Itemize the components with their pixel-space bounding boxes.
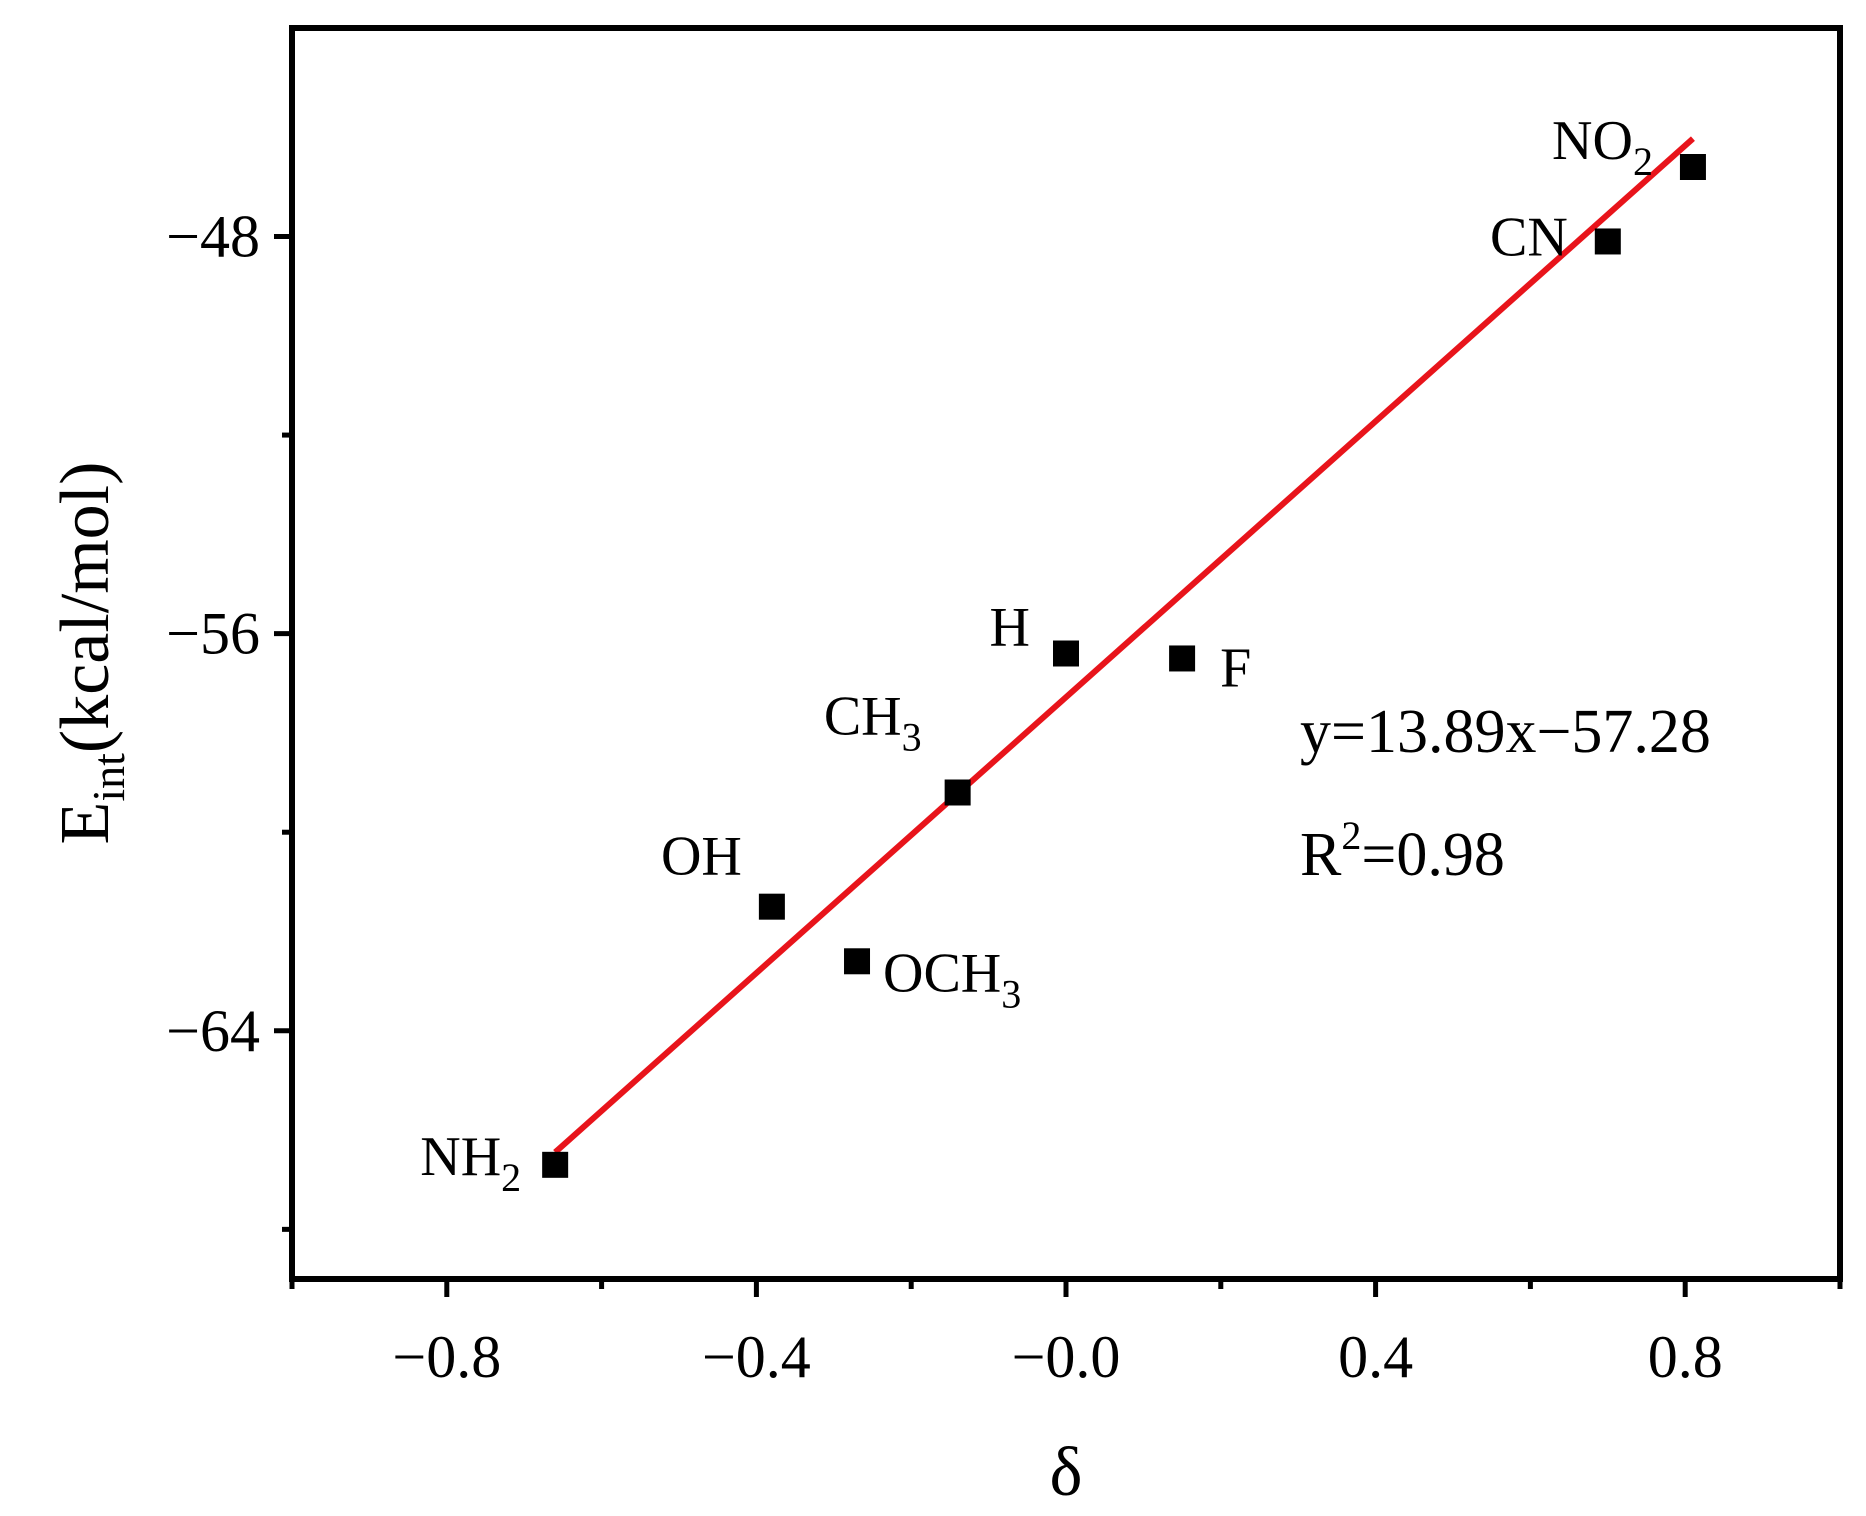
data-points	[542, 154, 1706, 1178]
point-label-main: OH	[661, 826, 742, 888]
point-label-sub: 3	[1001, 971, 1021, 1016]
point-label-main: CH	[824, 686, 902, 748]
point-label: NH2	[420, 1126, 521, 1200]
y-tick-label: −48	[166, 204, 260, 270]
point-label: OCH3	[883, 942, 1021, 1016]
point-label-sub: 3	[902, 715, 922, 760]
y-tick-label: −64	[166, 998, 260, 1064]
r-squared-main: R	[1300, 821, 1342, 889]
point-label-sub: 2	[501, 1155, 521, 1200]
point-label: CN	[1490, 206, 1568, 268]
data-point	[758, 893, 785, 920]
x-axis-title: δ	[1050, 1434, 1083, 1511]
fit-line	[553, 136, 1695, 1155]
data-point	[1169, 645, 1196, 672]
data-point	[1679, 154, 1706, 180]
point-label: H	[990, 597, 1030, 659]
point-label-sub: 2	[1633, 139, 1653, 184]
y-tick-label: −56	[166, 601, 260, 667]
point-label-main: H	[990, 597, 1030, 659]
point-label-main: NH	[420, 1126, 501, 1188]
x-tick-label: −0.4	[702, 1324, 811, 1390]
data-point	[1053, 640, 1079, 667]
point-label: F	[1220, 637, 1251, 699]
y-axis-title-rest: (kcal/mol)	[47, 462, 124, 754]
data-point	[944, 779, 971, 806]
x-tick-label: −0.0	[1012, 1324, 1121, 1390]
y-axis-title: Eint(kcal/mol)	[47, 462, 134, 845]
point-label-main: F	[1220, 637, 1251, 699]
x-tick-label: 0.8	[1648, 1324, 1723, 1390]
point-label: OH	[661, 826, 742, 888]
r-squared-rest: =0.98	[1361, 821, 1504, 889]
point-label-main: NO	[1552, 110, 1633, 172]
x-tick-label: −0.8	[392, 1324, 501, 1390]
axis-ticks: −0.8 −0.4 −0.0 0.4 0.8 −48 −56 −64	[166, 204, 1843, 1390]
point-label: NO2	[1552, 110, 1653, 184]
fit-r-squared: R2=0.98	[1300, 813, 1505, 889]
fit-equation: y=13.89x−57.28	[1300, 698, 1711, 766]
r-squared-sup: 2	[1341, 813, 1361, 858]
data-point	[542, 1151, 569, 1178]
data-point	[844, 948, 871, 975]
point-label-main: OCH	[883, 942, 1001, 1004]
x-tick-label: 0.4	[1338, 1324, 1413, 1390]
y-axis-title-sub: int	[83, 753, 134, 802]
point-label-main: CN	[1490, 206, 1568, 268]
data-point	[1594, 228, 1621, 255]
point-label: CH3	[824, 686, 922, 760]
y-axis-title-main: E	[47, 802, 124, 845]
